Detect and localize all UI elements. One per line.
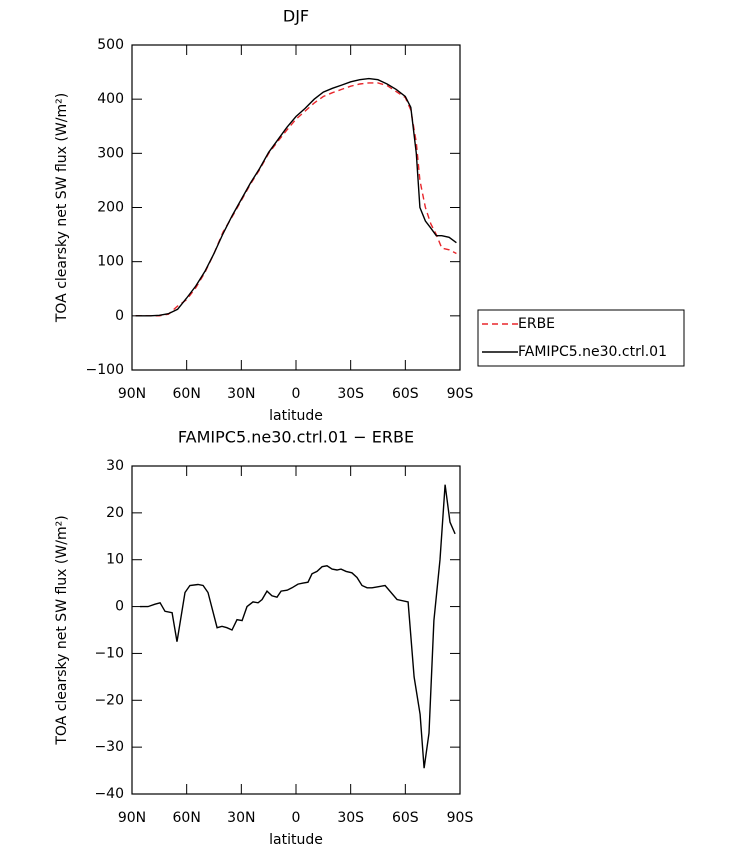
y-axis-label: TOA clearsky net SW flux (W/m²) <box>54 93 70 323</box>
y-tick-label: 0 <box>115 308 124 324</box>
x-axis-label: latitude <box>269 408 323 424</box>
data-line <box>135 82 457 317</box>
chart-title: FAMIPC5.ne30.ctrl.01 − ERBE <box>178 428 414 447</box>
y-tick-label: 20 <box>106 505 124 521</box>
data-line <box>135 77 457 317</box>
y-tick-label: 0 <box>115 599 124 615</box>
y-tick-label: 400 <box>97 91 124 107</box>
x-tick-label: 30N <box>227 386 255 402</box>
x-tick-label: 60N <box>173 810 201 826</box>
y-tick-label: 500 <box>97 37 124 53</box>
y-tick-label: 300 <box>97 145 124 161</box>
x-tick-label: 30N <box>227 810 255 826</box>
x-axis-label: latitude <box>269 832 323 848</box>
x-tick-label: 90N <box>118 810 146 826</box>
y-tick-label: −30 <box>94 739 124 755</box>
data-line <box>140 484 456 769</box>
y-tick-label: 10 <box>106 552 124 568</box>
y-tick-label: −10 <box>94 645 124 661</box>
y-tick-label: 100 <box>97 254 124 270</box>
x-tick-label: 60S <box>392 810 419 826</box>
y-tick-label: 30 <box>106 458 124 474</box>
y-axis-label: TOA clearsky net SW flux (W/m²) <box>54 515 70 745</box>
x-tick-label: 0 <box>292 810 301 826</box>
x-tick-label: 0 <box>292 386 301 402</box>
x-tick-label: 90S <box>447 386 474 402</box>
y-tick-label: −40 <box>94 786 124 802</box>
x-tick-label: 90N <box>118 386 146 402</box>
y-tick-label: −20 <box>94 692 124 708</box>
legend-label: ERBE <box>518 316 555 332</box>
x-tick-label: 60S <box>392 386 419 402</box>
legend-label: FAMIPC5.ne30.ctrl.01 <box>518 344 667 360</box>
x-tick-label: 30S <box>337 386 364 402</box>
x-tick-label: 30S <box>337 810 364 826</box>
chart-title: DJF <box>283 7 309 26</box>
legend-box <box>477 309 685 367</box>
x-tick-label: 90S <box>447 810 474 826</box>
plot-frame <box>131 44 461 371</box>
y-tick-label: −100 <box>86 362 124 378</box>
y-tick-label: 200 <box>97 200 124 216</box>
x-tick-label: 60N <box>173 386 201 402</box>
